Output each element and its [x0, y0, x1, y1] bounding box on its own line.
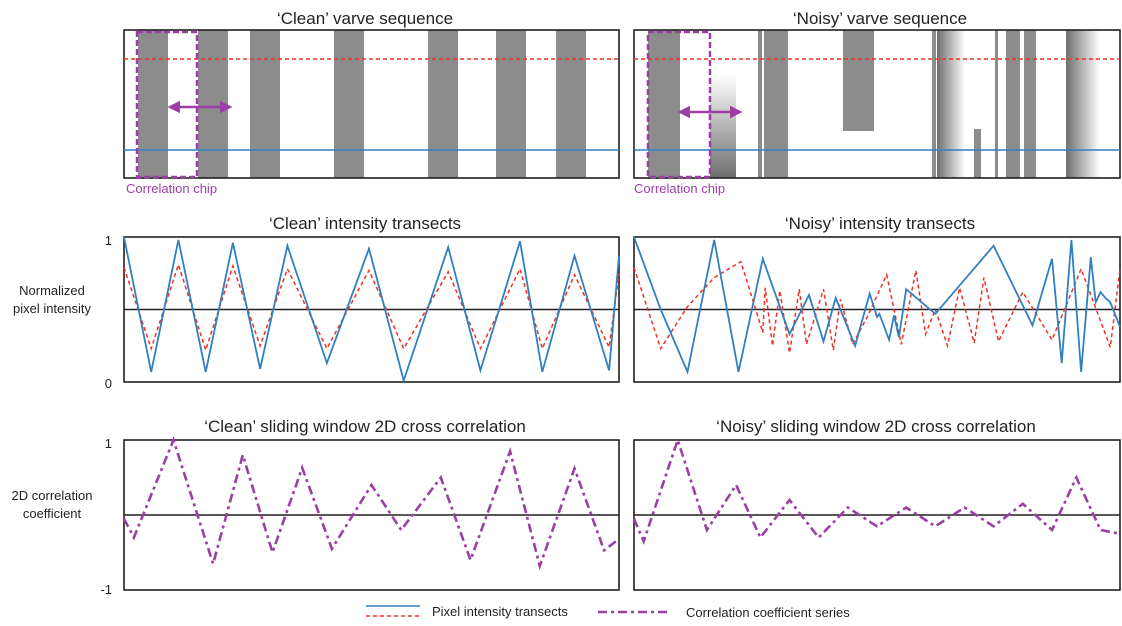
- bottom-row: ‘Clean’ sliding window 2D cross correlat…: [12, 417, 1121, 597]
- transect-tick-top: 1: [105, 233, 112, 248]
- correlation-tick-bottom: -1: [100, 582, 112, 597]
- middle-row: ‘Clean’ intensity transects ‘Noisy’ inte…: [13, 214, 1121, 391]
- correlation-chip-box: [646, 30, 712, 179]
- noisy-correlation-plot: [632, 435, 1121, 545]
- legend-transect-label: Pixel intensity transects: [432, 604, 568, 619]
- varve-band: [334, 30, 364, 178]
- clean-transect-plot: [123, 236, 620, 384]
- varve-band-partial: [974, 129, 981, 178]
- varve-band: [932, 30, 936, 178]
- clean-transect-title: ‘Clean’ intensity transects: [269, 214, 461, 233]
- clean-varve-bands: [138, 30, 586, 178]
- varve-band: [995, 30, 998, 178]
- correlation-ylabel-line2: coefficient: [23, 506, 82, 521]
- noisy-varve-panel: ‘Noisy’ varve sequence Correlation chip: [633, 9, 1121, 196]
- noisy-transect-plot: [633, 236, 1121, 375]
- noisy-varve-frame: [633, 29, 1121, 179]
- varve-band: [758, 30, 762, 178]
- noisy-varve-bands: [648, 30, 1100, 178]
- clean-varve-panel: ‘Clean’ varve sequence Correlation chip: [123, 9, 620, 196]
- blue-transect-series: [633, 236, 1121, 375]
- varve-band-gradient: [1066, 30, 1100, 178]
- clean-correlation-title: ‘Clean’ sliding window 2D cross correlat…: [204, 417, 526, 436]
- varve-band: [764, 30, 788, 178]
- correlation-series: [632, 435, 1121, 545]
- correlation-series: [122, 436, 620, 571]
- correlation-chip-box: [135, 30, 199, 179]
- legend: Pixel intensity transects Correlation co…: [366, 604, 850, 620]
- varve-band: [1024, 30, 1036, 178]
- legend-correlation-label: Correlation coefficient series: [686, 605, 850, 620]
- varve-band: [648, 30, 680, 178]
- correlation-chip-label: Correlation chip: [634, 181, 725, 196]
- transect-ylabel-line1: Normalized: [19, 283, 85, 298]
- varve-band-gradient: [937, 30, 965, 178]
- varve-band: [556, 30, 586, 178]
- varve-band: [496, 30, 526, 178]
- transect-ylabel-line2: pixel intensity: [13, 301, 92, 316]
- correlation-chip-label: Correlation chip: [126, 181, 217, 196]
- noisy-varve-title: ‘Noisy’ varve sequence: [793, 9, 967, 28]
- varve-band: [198, 30, 228, 178]
- noisy-correlation-title: ‘Noisy’ sliding window 2D cross correlat…: [716, 417, 1036, 436]
- noisy-transect-title: ‘Noisy’ intensity transects: [785, 214, 975, 233]
- blue-transect-series: [123, 236, 620, 384]
- clean-correlation-plot: [122, 436, 620, 571]
- varve-band-partial: [843, 30, 874, 131]
- transect-tick-bottom: 0: [105, 376, 112, 391]
- red-transect-series: [123, 262, 620, 353]
- varve-band: [428, 30, 458, 178]
- clean-varve-title: ‘Clean’ varve sequence: [277, 9, 453, 28]
- correlation-tick-top: 1: [105, 436, 112, 451]
- varve-band: [1006, 30, 1020, 178]
- varve-band: [138, 30, 168, 178]
- varve-band-gradient: [710, 75, 736, 178]
- correlation-ylabel-line1: 2D correlation: [12, 488, 93, 503]
- varve-band: [250, 30, 280, 178]
- clean-varve-frame: [123, 29, 620, 179]
